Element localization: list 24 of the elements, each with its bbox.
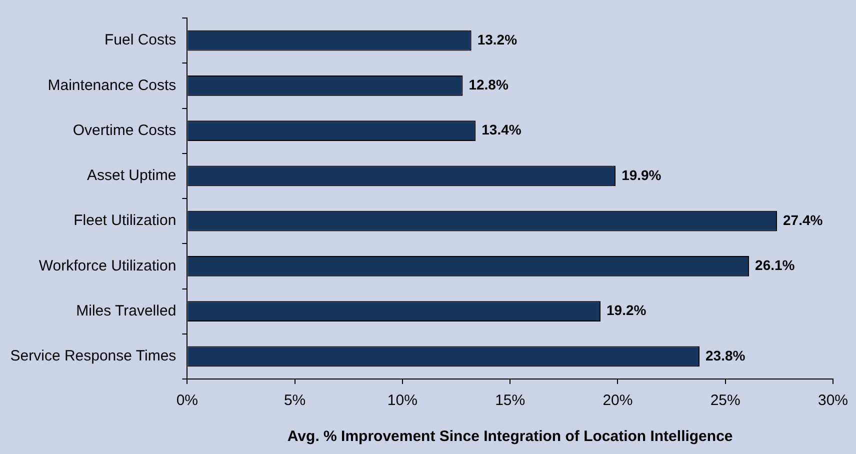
x-tick-label: 25% [710, 392, 740, 410]
data-label: 13.2% [477, 31, 518, 48]
data-label: 27.4% [783, 212, 824, 228]
x-tick-label: 0% [176, 392, 198, 410]
y-tick-label: Fleet Utilization [74, 212, 176, 230]
y-tick-label: Overtime Costs [72, 122, 176, 139]
x-tick-label: 20% [602, 392, 633, 410]
x-tick-label: 30% [818, 392, 848, 410]
y-tick-label: Asset Uptime [86, 167, 176, 184]
x-tick-label: 10% [387, 392, 418, 410]
data-label: 13.4% [482, 122, 522, 138]
data-label: 23.8% [706, 347, 746, 364]
y-tick-label: Miles Travelled [76, 302, 176, 320]
data-label: 26.1% [755, 257, 796, 274]
x-axis-title: Avg. % Improvement Since Integration of Location Intelligence [287, 428, 733, 446]
data-label: 12.8% [468, 76, 509, 93]
y-tick-label: Maintenance Costs [48, 76, 176, 94]
y-tick-label: Workforce Utilization [38, 257, 176, 274]
x-tick-label: 5% [284, 392, 306, 410]
y-tick-label: Service Response Times [10, 348, 176, 365]
data-label: 19.2% [606, 302, 647, 318]
y-tick-label: Fuel Costs [104, 32, 176, 49]
x-tick-label: 15% [495, 392, 526, 410]
data-label: 19.9% [622, 166, 662, 183]
